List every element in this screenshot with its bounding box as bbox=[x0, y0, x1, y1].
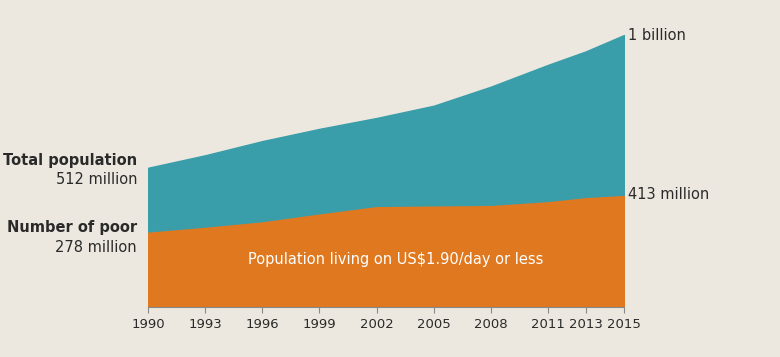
Text: 1 billion: 1 billion bbox=[628, 27, 686, 42]
Text: Number of poor: Number of poor bbox=[7, 220, 137, 235]
Text: 413 million: 413 million bbox=[628, 187, 709, 202]
Text: Population living on US$1.90/day or less: Population living on US$1.90/day or less bbox=[248, 252, 544, 267]
Text: 512 million: 512 million bbox=[55, 172, 137, 187]
Text: 278 million: 278 million bbox=[55, 240, 137, 255]
Text: Total population: Total population bbox=[3, 153, 137, 168]
